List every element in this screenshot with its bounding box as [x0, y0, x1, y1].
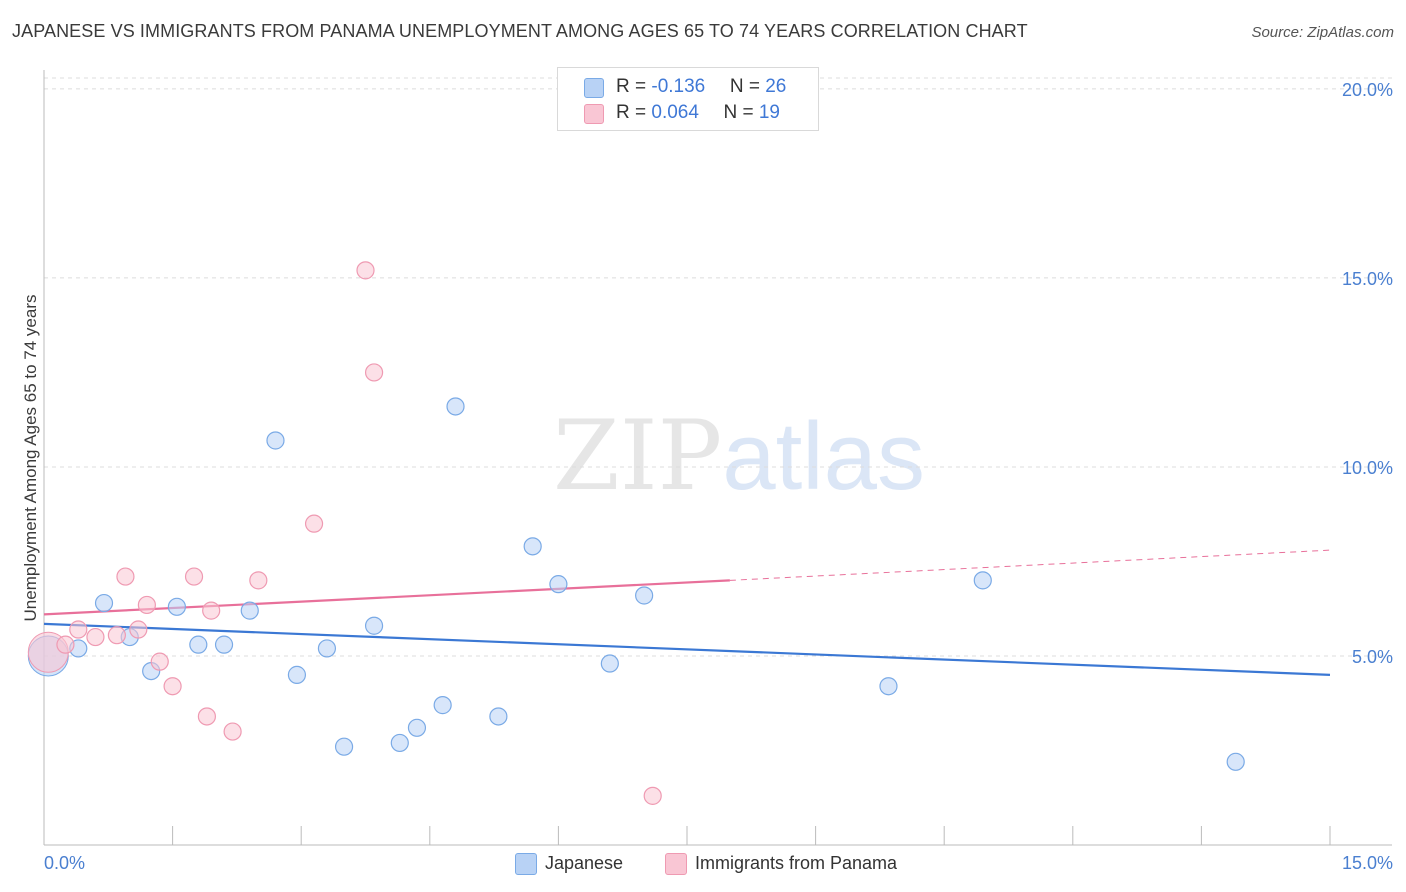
series-label-japanese: Japanese — [545, 853, 624, 873]
point-panama — [202, 601, 221, 620]
point-panama — [86, 627, 105, 647]
watermark-zip: ZIP — [553, 400, 723, 512]
point-japanese — [635, 586, 654, 605]
point-panama — [69, 620, 88, 639]
point-japanese — [1226, 752, 1245, 771]
y-tick-label: 20.0% — [1342, 80, 1393, 100]
x-tick-label: 0.0% — [44, 853, 85, 873]
point-japanese — [317, 639, 337, 658]
point-japanese — [489, 707, 508, 726]
point-japanese — [433, 696, 452, 715]
point-japanese — [334, 737, 354, 756]
point-panama — [197, 707, 216, 726]
point-japanese — [407, 718, 427, 737]
series-swatch-japanese — [515, 853, 537, 875]
grid-lines — [44, 77, 1392, 657]
legend-n-label: N = — [723, 102, 759, 123]
legend-n-value: 26 — [765, 76, 787, 97]
point-panama — [116, 567, 135, 586]
legend-r-label: R = — [616, 76, 652, 97]
legend-r-value: -0.136 — [651, 76, 706, 97]
point-japanese — [189, 635, 208, 654]
point-japanese — [364, 616, 384, 635]
point-panama — [56, 635, 75, 654]
watermark-atlas: atlas — [722, 403, 925, 510]
point-japanese — [446, 397, 465, 416]
trend-line-panama-extension — [729, 549, 1331, 581]
point-panama — [364, 363, 384, 382]
point-japanese — [287, 665, 307, 684]
point-japanese — [973, 571, 992, 590]
point-japanese — [214, 635, 234, 654]
correlation-legend: R = -0.136 N = 26 R = 0.064 N = 19 — [557, 67, 819, 131]
point-panama — [223, 722, 242, 741]
point-panama — [356, 261, 375, 280]
point-panama — [150, 652, 169, 671]
legend-text-japanese: R = -0.136 N = 26 — [616, 76, 786, 98]
point-panama — [643, 786, 662, 805]
tick-labels: 5.0% 10.0% 15.0% 20.0% 0.0% 15.0% — [44, 80, 1393, 873]
trend-line-japanese — [43, 622, 1331, 676]
legend-swatch-japanese — [584, 78, 604, 98]
series-label-panama: Immigrants from Panama — [695, 853, 898, 873]
series-swatch-panama — [665, 853, 687, 875]
trend-line-panama — [43, 579, 730, 616]
legend-r-label: R = — [616, 102, 652, 123]
point-japanese — [549, 575, 568, 594]
point-japanese — [879, 677, 898, 696]
data-points — [27, 261, 1245, 805]
point-panama — [184, 567, 204, 586]
y-tick-label: 15.0% — [1342, 269, 1393, 289]
x-tick-label: 15.0% — [1342, 853, 1393, 873]
legend-r-value: 0.064 — [651, 102, 699, 123]
point-panama — [249, 571, 268, 590]
axes — [43, 70, 1392, 846]
y-tick-label: 5.0% — [1352, 647, 1393, 667]
point-japanese — [600, 654, 619, 673]
point-japanese — [167, 597, 186, 616]
legend-text-panama: R = 0.064 N = 19 — [616, 102, 780, 124]
point-panama — [137, 595, 156, 615]
point-panama — [107, 626, 126, 645]
point-japanese — [266, 431, 285, 450]
point-japanese — [240, 601, 259, 620]
y-tick-label: 10.0% — [1342, 458, 1393, 478]
legend-swatch-panama — [584, 104, 604, 124]
trend-lines — [43, 549, 1331, 676]
chart-title: JAPANESE VS IMMIGRANTS FROM PANAMA UNEMP… — [12, 21, 1028, 41]
point-panama — [304, 514, 324, 533]
legend-n-label: N = — [729, 76, 766, 97]
point-panama — [163, 677, 182, 696]
watermark: ZIPatlas — [553, 400, 925, 512]
point-japanese — [390, 733, 409, 753]
point-panama — [129, 620, 148, 639]
point-japanese — [523, 537, 542, 556]
legend-n-value: 19 — [758, 102, 780, 123]
source-label: Source: ZipAtlas.com — [1251, 24, 1394, 41]
point-japanese — [94, 593, 114, 613]
